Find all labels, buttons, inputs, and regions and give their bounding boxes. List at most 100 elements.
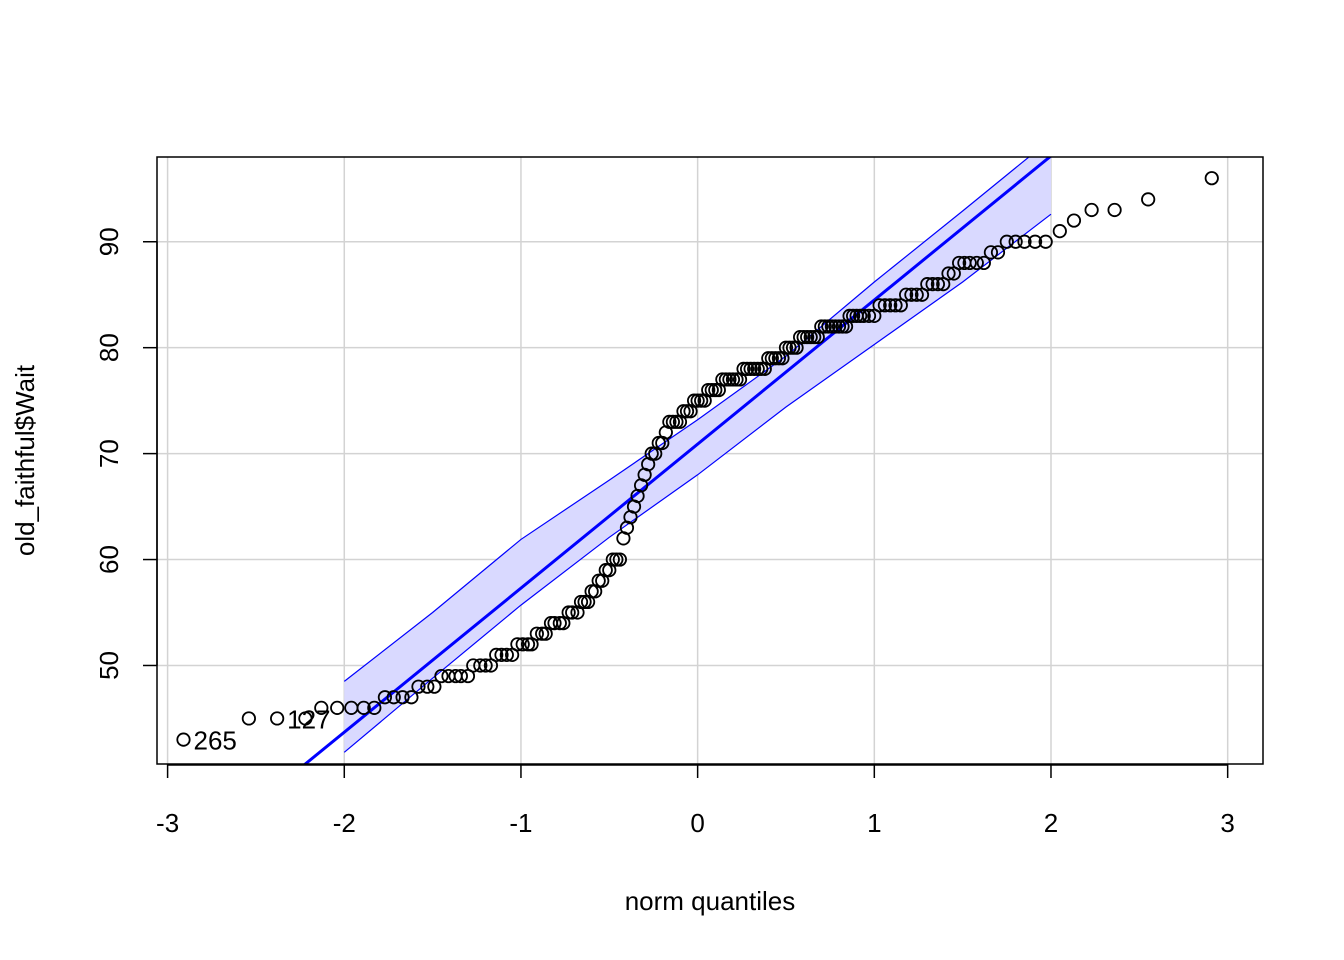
data-point bbox=[814, 319, 829, 334]
data-point bbox=[1066, 213, 1082, 228]
data-point bbox=[747, 361, 762, 376]
confidence-band-upper bbox=[343, 157, 1030, 682]
data-point bbox=[764, 351, 779, 366]
data-point bbox=[1017, 234, 1032, 249]
data-point bbox=[888, 298, 903, 313]
x-tick-label: -3 bbox=[156, 808, 179, 838]
data-point bbox=[679, 404, 695, 419]
data-point bbox=[453, 668, 468, 684]
data-point bbox=[547, 616, 562, 631]
data-point bbox=[969, 255, 984, 271]
data-point bbox=[718, 372, 734, 387]
data-point bbox=[990, 245, 1006, 260]
data-point bbox=[807, 329, 822, 345]
data-point bbox=[577, 594, 592, 610]
data-point bbox=[314, 700, 329, 715]
data-point bbox=[725, 372, 741, 387]
data-point bbox=[395, 690, 410, 705]
data-point bbox=[821, 319, 836, 334]
data-point bbox=[761, 351, 776, 366]
data-point bbox=[598, 563, 613, 578]
grid-lines bbox=[157, 157, 1263, 764]
data-point bbox=[1084, 202, 1099, 218]
x-tick-label: 1 bbox=[867, 808, 881, 838]
data-point bbox=[796, 329, 811, 345]
data-point bbox=[510, 637, 525, 652]
x-tick-label: 3 bbox=[1220, 808, 1234, 838]
data-point bbox=[584, 584, 599, 599]
x-tick-label: -1 bbox=[509, 808, 532, 838]
data-point bbox=[270, 711, 285, 726]
data-point bbox=[1027, 234, 1043, 249]
reference-line-path bbox=[302, 157, 1053, 764]
data-point bbox=[565, 605, 580, 620]
data-point bbox=[722, 372, 737, 387]
x-tick-label: 2 bbox=[1044, 808, 1058, 838]
x-axis-title: norm quantiles bbox=[625, 886, 796, 916]
data-point bbox=[1141, 192, 1156, 207]
data-point bbox=[708, 382, 723, 398]
data-point bbox=[872, 298, 887, 313]
data-point bbox=[1107, 202, 1122, 218]
data-point bbox=[489, 647, 504, 662]
y-tick-label: 90 bbox=[94, 227, 124, 256]
data-point bbox=[941, 266, 956, 281]
data-point bbox=[499, 647, 514, 662]
data-point bbox=[782, 340, 797, 355]
data-point bbox=[665, 414, 680, 429]
data-point bbox=[591, 573, 606, 588]
data-point bbox=[609, 552, 624, 567]
data-point bbox=[612, 552, 627, 567]
data-points bbox=[176, 171, 1219, 747]
data-point bbox=[831, 319, 847, 334]
data-point bbox=[386, 690, 401, 705]
data-point bbox=[644, 446, 659, 461]
data-point bbox=[356, 700, 371, 715]
data-point bbox=[427, 679, 442, 694]
y-axis: 50 60 70 80 90 bbox=[94, 227, 158, 680]
data-point bbox=[768, 351, 783, 366]
reference-line bbox=[302, 157, 1053, 764]
data-point bbox=[877, 298, 893, 313]
data-point bbox=[298, 711, 313, 726]
data-point bbox=[803, 329, 818, 345]
data-point bbox=[573, 594, 589, 610]
data-point bbox=[824, 319, 840, 334]
data-point bbox=[800, 329, 815, 345]
data-point bbox=[729, 372, 744, 387]
data-point bbox=[434, 668, 449, 684]
data-point bbox=[651, 435, 666, 451]
data-point bbox=[669, 414, 684, 429]
data-point bbox=[920, 277, 935, 292]
data-point bbox=[909, 287, 924, 302]
data-point bbox=[404, 690, 419, 705]
data-point bbox=[605, 552, 620, 567]
data-point bbox=[535, 626, 550, 641]
data-point bbox=[983, 245, 999, 260]
point-label: 127 bbox=[287, 704, 330, 734]
data-point bbox=[473, 658, 488, 673]
data-point bbox=[754, 361, 769, 376]
data-point bbox=[1008, 234, 1023, 249]
data-point bbox=[701, 382, 716, 398]
data-point bbox=[552, 616, 567, 631]
data-point bbox=[478, 658, 493, 673]
data-point bbox=[835, 319, 850, 334]
data-point bbox=[241, 711, 256, 726]
data-point bbox=[904, 287, 919, 302]
data-point bbox=[846, 308, 861, 324]
data-point bbox=[715, 372, 730, 387]
data-point bbox=[515, 637, 530, 652]
data-point bbox=[367, 700, 382, 715]
y-axis-title: old_faithful$Wait bbox=[10, 364, 40, 556]
data-point bbox=[817, 319, 832, 334]
data-point bbox=[842, 308, 857, 324]
data-point bbox=[856, 308, 871, 324]
x-axis: -3 -2 -1 0 1 2 3 bbox=[156, 764, 1235, 838]
data-point bbox=[962, 255, 977, 271]
confidence-band-lower bbox=[343, 213, 1052, 753]
y-tick-label: 60 bbox=[94, 545, 124, 574]
y-tick-label: 80 bbox=[94, 333, 124, 362]
data-point bbox=[520, 637, 536, 652]
